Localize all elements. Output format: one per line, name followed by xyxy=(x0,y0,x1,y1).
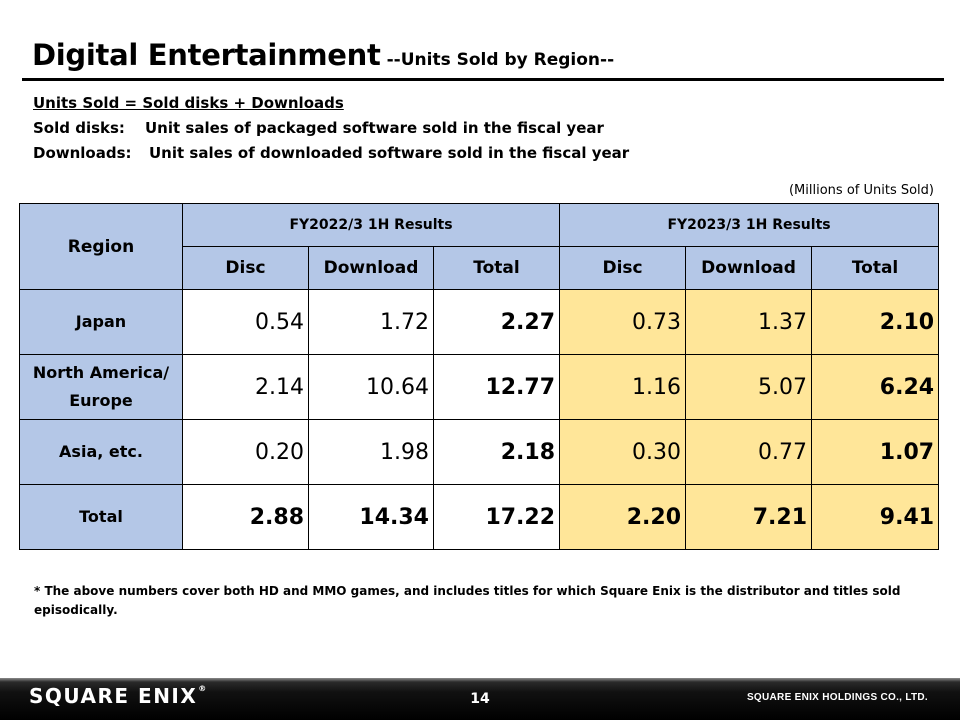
cell-value: 14.34 xyxy=(308,484,434,550)
header-col-total: Total xyxy=(432,246,561,290)
cell-value-total: 9.41 xyxy=(811,484,940,550)
definition-downloads-text: Unit sales of downloaded software sold i… xyxy=(149,144,630,162)
header-col-disc: Disc xyxy=(559,246,687,290)
cell-value: 0.77 xyxy=(685,419,813,485)
row-region-label: North America/ Europe xyxy=(19,354,183,420)
region-name: Total xyxy=(79,507,123,526)
header-period-fy2022: FY2022/3 1H Results xyxy=(181,203,561,247)
row-region-label: Asia, etc. xyxy=(19,419,183,485)
cell-value-total: 2.10 xyxy=(811,289,940,355)
definitions-block: Units Sold = Sold disks + Downloads Sold… xyxy=(33,91,629,166)
cell-value-total: 12.77 xyxy=(432,354,561,420)
square-enix-logo: SQUARE ENIX® xyxy=(29,684,208,708)
header-col-total: Total xyxy=(811,246,940,290)
header-region: Region xyxy=(19,203,183,290)
region-name-line2: Europe xyxy=(69,391,133,410)
row-region-label: Japan xyxy=(19,289,183,355)
table-row: Asia, etc. 0.20 1.98 2.18 0.30 0.77 1.07 xyxy=(19,419,940,485)
table-row: North America/ Europe 2.14 10.64 12.77 1… xyxy=(19,354,940,420)
title-divider xyxy=(22,78,944,81)
page-number: 14 xyxy=(470,691,490,707)
cell-value: 2.20 xyxy=(559,484,687,550)
cell-value: 10.64 xyxy=(308,354,434,420)
definition-downloads: Downloads: Unit sales of downloaded softw… xyxy=(33,141,629,166)
cell-value-total: 6.24 xyxy=(811,354,940,420)
page-title-main: Digital Entertainment xyxy=(32,38,381,72)
region-name: Japan xyxy=(75,312,127,331)
unit-note: (Millions of Units Sold) xyxy=(788,183,934,198)
table-header-row-columns: Disc Download Total Disc Download Total xyxy=(20,246,940,290)
page-title-sub: --Units Sold by Region-- xyxy=(386,50,615,70)
footer-bar xyxy=(0,678,960,720)
cell-value: 1.37 xyxy=(685,289,813,355)
definition-formula: Units Sold = Sold disks + Downloads xyxy=(33,94,344,112)
page-title: Digital Entertainment --Units Sold by Reg… xyxy=(32,38,614,72)
cell-value: 0.30 xyxy=(559,419,687,485)
header-col-disc: Disc xyxy=(182,246,309,290)
table-header-row-periods: Region FY2022/3 1H Results FY2023/3 1H R… xyxy=(19,203,940,290)
cell-value: 1.98 xyxy=(308,419,434,485)
cell-value-total: 2.27 xyxy=(432,289,561,355)
company-name: SQUARE ENIX HOLDINGS CO., LTD. xyxy=(746,692,928,703)
cell-value: 1.72 xyxy=(308,289,434,355)
cell-value-total: 2.18 xyxy=(432,419,561,485)
header-col-download: Download xyxy=(308,246,434,290)
cell-value: 2.88 xyxy=(182,484,309,550)
logo-text: SQUARE ENIX xyxy=(29,684,198,708)
region-name: Asia, etc. xyxy=(59,442,143,461)
cell-value: 1.16 xyxy=(559,354,687,420)
cell-value-total: 17.22 xyxy=(432,484,561,550)
cell-value: 0.73 xyxy=(559,289,687,355)
footnote: * The above numbers cover both HD and MM… xyxy=(34,584,901,617)
header-period-fy2023: FY2023/3 1H Results xyxy=(559,203,940,247)
cell-value: 0.54 xyxy=(182,289,309,355)
units-sold-table: Region FY2022/3 1H Results FY2023/3 1H R… xyxy=(19,203,940,550)
region-name-line1: North America/ xyxy=(32,363,170,382)
registered-mark: ® xyxy=(198,684,208,693)
cell-value: 0.20 xyxy=(182,419,309,485)
cell-value: 5.07 xyxy=(685,354,813,420)
table-row-total: Total 2.88 14.34 17.22 2.20 7.21 9.41 xyxy=(19,484,940,550)
cell-value: 7.21 xyxy=(685,484,813,550)
definition-downloads-label: Downloads: xyxy=(33,144,132,162)
cell-value: 2.14 xyxy=(182,354,309,420)
table-row: Japan 0.54 1.72 2.27 0.73 1.37 2.10 xyxy=(19,289,940,355)
cell-value-total: 1.07 xyxy=(811,419,940,485)
definition-disks-text: Unit sales of packaged software sold in … xyxy=(145,119,604,137)
row-region-label: Total xyxy=(19,484,183,550)
definition-disks-label: Sold disks: xyxy=(33,119,125,137)
header-col-download: Download xyxy=(685,246,813,290)
definition-disks: Sold disks: Unit sales of packaged softwa… xyxy=(33,116,629,141)
